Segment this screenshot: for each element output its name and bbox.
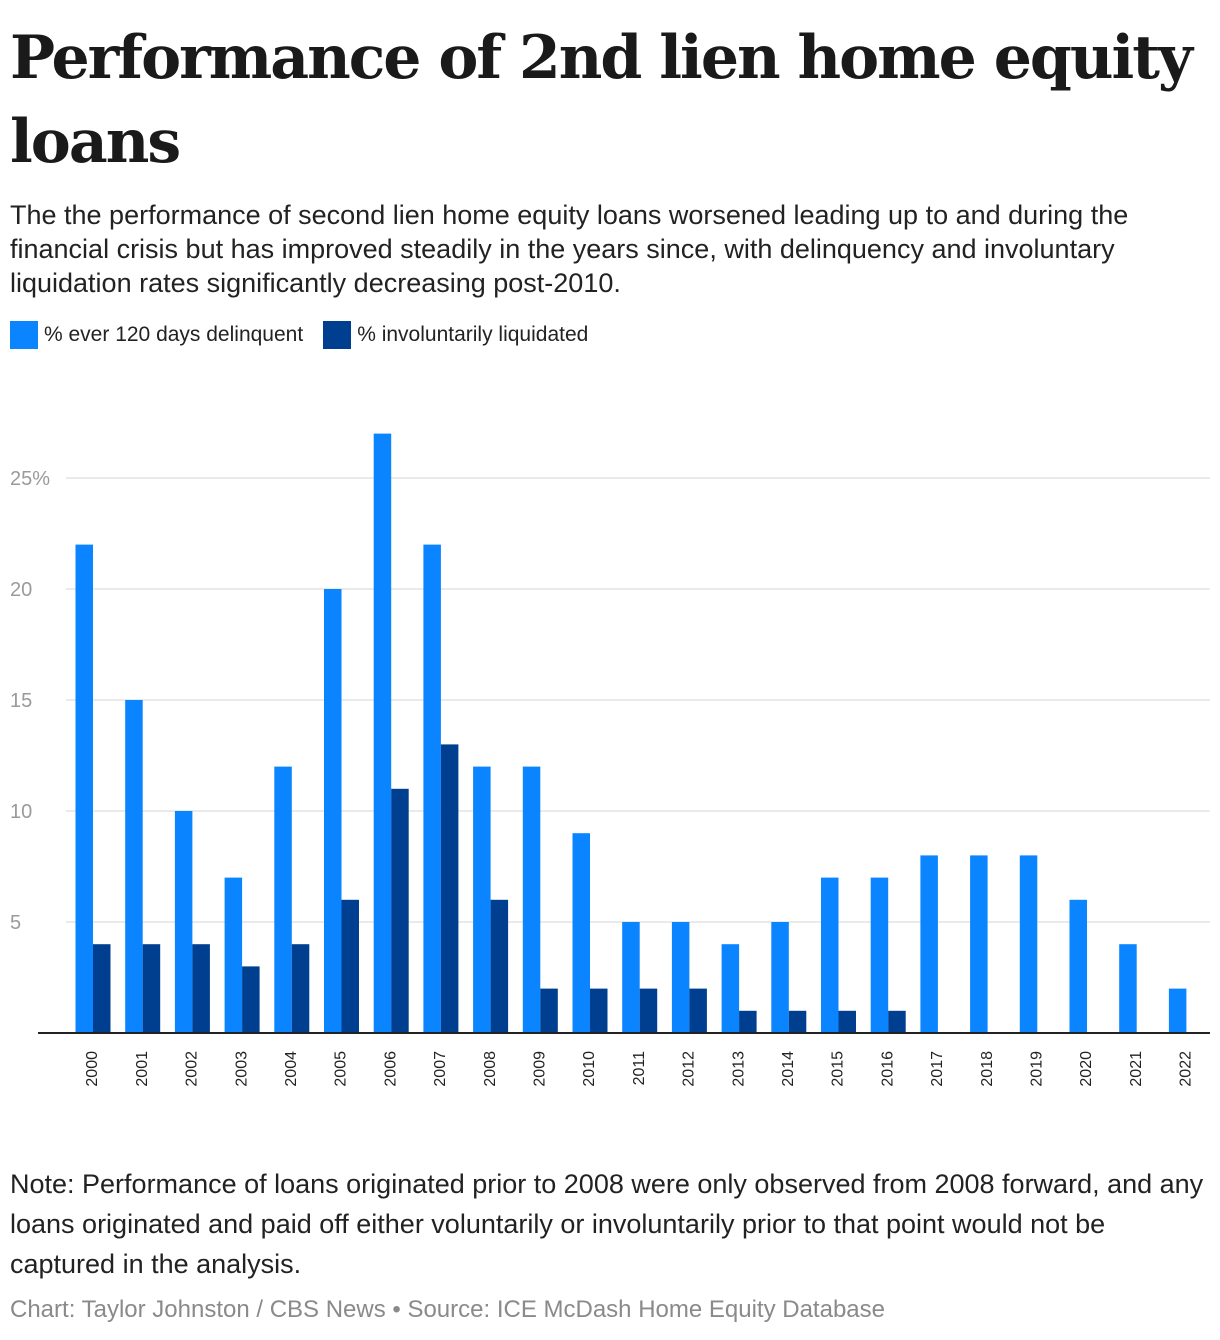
x-tick-label-2006: 2006 <box>382 1051 399 1087</box>
bar-delinquent-2013 <box>721 944 740 1033</box>
y-tick-label-25: 25% <box>10 468 50 490</box>
bar-liquidated-2005 <box>341 899 359 1033</box>
y-tick-label-15: 15 <box>10 690 32 712</box>
x-tick-label-2001: 2001 <box>134 1051 151 1087</box>
bar-delinquent-2008 <box>473 766 491 1033</box>
x-tick-label-2014: 2014 <box>780 1051 797 1087</box>
x-tick-label-2009: 2009 <box>532 1051 549 1087</box>
bar-liquidated-2007 <box>440 744 459 1033</box>
bar-liquidated-2016 <box>888 1010 906 1033</box>
chart-credit: Chart: Taylor Johnston / CBS News • Sour… <box>10 1296 885 1323</box>
bar-delinquent-2007 <box>423 544 441 1033</box>
x-tick-label-2002: 2002 <box>184 1051 201 1087</box>
x-tick-label-2012: 2012 <box>681 1051 698 1087</box>
bar-delinquent-2021 <box>1119 944 1137 1033</box>
y-tick-label-10: 10 <box>10 801 32 823</box>
bar-liquidated-2013 <box>739 1010 757 1033</box>
chart-subtitle: The the performance of second lien home … <box>10 200 1129 298</box>
bar-delinquent-2018 <box>970 855 988 1033</box>
legend-item-delinquent: % ever 120 days delinquent <box>10 321 303 349</box>
bar-delinquent-2003 <box>224 877 243 1033</box>
x-tick-label-2020: 2020 <box>1078 1051 1095 1087</box>
bar-delinquent-2022 <box>1168 988 1187 1033</box>
bar-delinquent-2012 <box>671 922 690 1033</box>
bar-delinquent-2001 <box>125 700 143 1033</box>
bar-liquidated-2009 <box>540 988 558 1033</box>
bar-delinquent-2004 <box>274 766 292 1033</box>
x-tick-label-2007: 2007 <box>432 1051 449 1087</box>
bar-delinquent-2016 <box>870 877 889 1033</box>
bar-liquidated-2002 <box>192 944 210 1033</box>
bar-delinquent-2009 <box>522 766 541 1033</box>
chart-note: Note: Performance of loans originated pr… <box>10 1169 1204 1279</box>
bar-liquidated-2015 <box>838 1010 856 1033</box>
bar-delinquent-2015 <box>821 877 839 1033</box>
x-tick-label-2018: 2018 <box>979 1051 996 1087</box>
x-tick-label-2004: 2004 <box>283 1051 300 1087</box>
bar-delinquent-2014 <box>771 922 789 1033</box>
bar-delinquent-2017 <box>920 855 938 1033</box>
bar-delinquent-2019 <box>1019 855 1038 1033</box>
legend-label-delinquent: % ever 120 days delinquent <box>44 323 304 346</box>
x-tick-label-2016: 2016 <box>879 1051 896 1087</box>
x-tick-label-2011: 2011 <box>631 1051 648 1086</box>
x-tick-label-2022: 2022 <box>1178 1051 1195 1087</box>
legend-label-liquidated: % involuntarily liquidated <box>357 323 589 346</box>
bar-delinquent-2020 <box>1069 899 1087 1033</box>
bar-delinquent-2000 <box>75 544 93 1033</box>
x-tick-label-2017: 2017 <box>929 1051 946 1087</box>
x-tick-label-2013: 2013 <box>730 1051 747 1087</box>
legend-swatch-liquidated <box>323 321 352 349</box>
y-tick-label-20: 20 <box>10 579 32 601</box>
x-tick-label-2000: 2000 <box>84 1051 101 1087</box>
x-tick-label-2021: 2021 <box>1128 1051 1145 1087</box>
y-tick-label-5: 5 <box>10 912 21 934</box>
bar-liquidated-2004 <box>291 944 310 1033</box>
bar-liquidated-2010 <box>590 988 608 1033</box>
x-tick-label-2019: 2019 <box>1029 1051 1046 1087</box>
legend-swatch-delinquent <box>10 321 38 349</box>
bar-delinquent-2005 <box>324 589 342 1033</box>
x-tick-label-2005: 2005 <box>333 1051 350 1087</box>
bar-chart: 5 10 15 20 25% 2000 2001 2002 2003 2004 2005 2006 20… <box>10 433 1210 1087</box>
bar-delinquent-2006 <box>373 433 392 1034</box>
bar-delinquent-2002 <box>174 811 193 1033</box>
bar-liquidated-2000 <box>93 944 111 1033</box>
x-tick-label-2015: 2015 <box>830 1051 847 1087</box>
bar-liquidated-2012 <box>689 988 707 1033</box>
bar-delinquent-2011 <box>622 922 640 1033</box>
bar-liquidated-2003 <box>242 966 260 1033</box>
bar-liquidated-2011 <box>639 988 658 1033</box>
chart-title: Performance of 2nd lien home equity loan… <box>10 23 1193 177</box>
bar-delinquent-2010 <box>572 833 590 1033</box>
x-tick-label-2010: 2010 <box>581 1051 598 1087</box>
bar-liquidated-2001 <box>142 944 161 1033</box>
x-tick-label-2008: 2008 <box>482 1051 499 1087</box>
bar-liquidated-2014 <box>788 1010 807 1033</box>
bar-liquidated-2006 <box>391 788 409 1033</box>
bar-liquidated-2008 <box>490 899 509 1033</box>
legend-item-liquidated: % involuntarily liquidated <box>323 321 588 349</box>
x-tick-label-2003: 2003 <box>233 1051 250 1087</box>
legend: % ever 120 days delinquent % involuntari… <box>10 320 608 350</box>
